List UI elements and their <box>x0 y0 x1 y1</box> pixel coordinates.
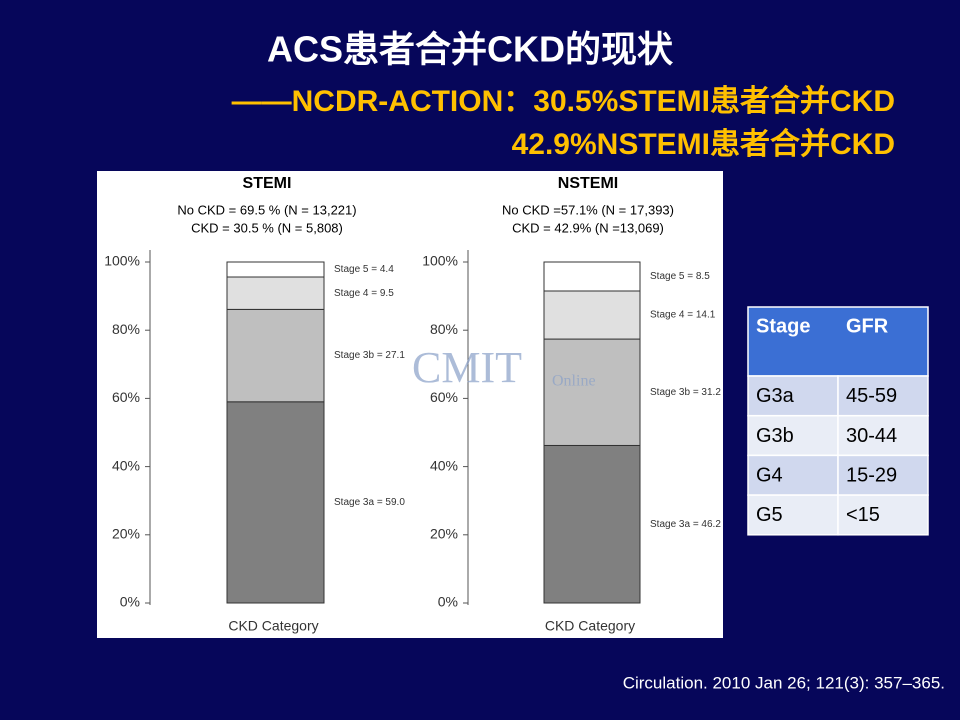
table-cell <box>837 454 929 496</box>
chart-title: NSTEMI <box>558 175 618 192</box>
bar-segment <box>226 401 325 604</box>
table-cell-text: G3a <box>756 385 795 407</box>
slide-title: ACS患者合并CKD的现状 <box>267 29 674 70</box>
bar-segment <box>226 308 325 403</box>
segment-label: Stage 3b = 27.1 <box>334 350 405 361</box>
table-cell <box>837 414 929 457</box>
y-tick-label: 0% <box>120 594 140 610</box>
segment-label: Stage 3a = 46.2 <box>650 519 721 530</box>
bar-segment <box>226 261 325 278</box>
y-tick-label: 40% <box>430 457 458 473</box>
table-header: GFR <box>846 315 889 337</box>
segment-label: Stage 3b = 31.2 <box>650 387 721 398</box>
y-tick-label: 100% <box>104 253 140 269</box>
bar-segment <box>543 261 641 292</box>
segment-label: Stage 4 = 14.1 <box>650 310 716 321</box>
table-header: Stage <box>756 315 810 337</box>
table-cell-text: 45-59 <box>846 385 897 407</box>
y-tick-label: 100% <box>422 253 458 269</box>
y-tick-label: 60% <box>112 389 140 405</box>
table-header-bg <box>747 306 929 377</box>
table-cell-text: G4 <box>756 465 783 487</box>
chart-title: STEMI <box>243 175 292 192</box>
table-cell-text: 15-29 <box>846 465 897 487</box>
table-cell <box>747 494 839 536</box>
citation: Circulation. 2010 Jan 26; 121(3): 357–36… <box>623 673 945 692</box>
y-tick-label: 40% <box>112 457 140 473</box>
chart-subtitle: CKD = 30.5 % (N = 5,808) <box>191 220 343 235</box>
slide-subtitle: ——NCDR-ACTION：30.5%STEMI患者合并CKD <box>232 84 895 118</box>
table-cell <box>837 494 929 536</box>
x-axis-label: CKD Category <box>228 618 318 634</box>
segment-label: Stage 5 = 4.4 <box>334 264 394 275</box>
x-axis-label: CKD Category <box>545 618 635 634</box>
y-tick-label: 80% <box>430 321 458 337</box>
chart-subtitle: No CKD = 69.5 % (N = 13,221) <box>177 202 356 217</box>
table-cell-text: 30-44 <box>846 425 897 447</box>
y-tick-label: 80% <box>112 321 140 337</box>
bar-segment <box>543 290 641 340</box>
table-cell <box>837 375 929 417</box>
segment-label: Stage 4 = 9.5 <box>334 288 394 299</box>
bar-segment <box>543 444 641 604</box>
chart-subtitle: No CKD =57.1% (N = 17,393) <box>502 202 674 217</box>
y-tick-label: 60% <box>430 389 458 405</box>
segment-label: Stage 5 = 8.5 <box>650 271 710 282</box>
y-tick-label: 0% <box>438 594 458 610</box>
table-cell-text: <15 <box>846 504 880 526</box>
segment-label: Stage 3a = 59.0 <box>334 497 405 508</box>
table-cell-text: G3b <box>756 425 794 447</box>
chart-subtitle: CKD = 42.9% (N =13,069) <box>512 220 664 235</box>
y-tick-label: 20% <box>112 526 140 542</box>
bar-segment <box>543 338 641 446</box>
table-cell-text: G5 <box>756 504 783 526</box>
bar-segment <box>226 276 325 310</box>
watermark: CMIT <box>412 343 522 392</box>
watermark: Online <box>552 373 596 390</box>
y-tick-label: 20% <box>430 526 458 542</box>
slide-subtitle: 42.9%NSTEMI患者合并CKD <box>512 127 895 161</box>
